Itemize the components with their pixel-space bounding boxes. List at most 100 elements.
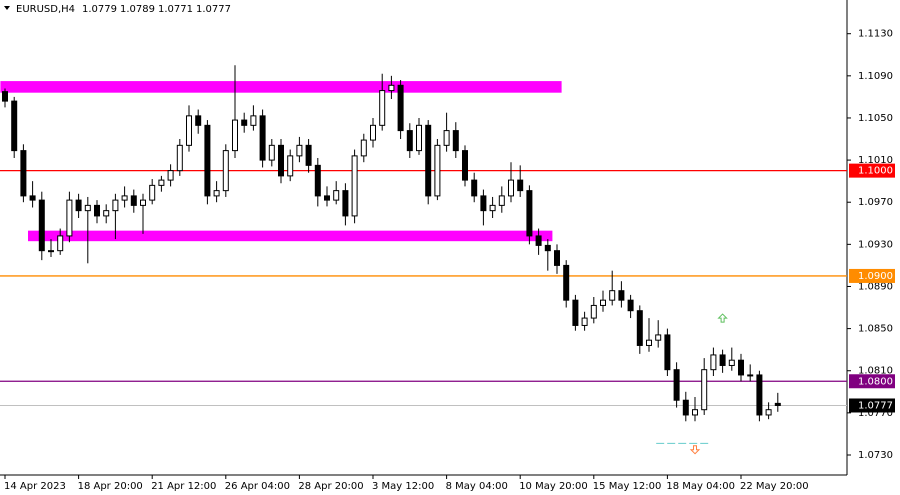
x-tick-label: 8 May 04:00	[446, 481, 508, 492]
y-tick-label: 1.1090	[858, 71, 893, 82]
candle-body	[517, 179, 524, 192]
candle-body	[29, 195, 36, 201]
x-tick-label: 15 May 12:00	[593, 481, 662, 492]
x-tick-label: 21 Apr 12:00	[151, 481, 216, 492]
level-label: 1.0900	[858, 271, 893, 282]
y-tick-label: 1.0850	[858, 324, 893, 335]
candle-body	[443, 130, 450, 146]
current-price-box	[849, 398, 895, 413]
candle-body	[259, 115, 266, 161]
y-tick-label: 1.0890	[858, 281, 893, 292]
y-tick-label: 1.0930	[858, 239, 893, 250]
ohlc-header: 1.0779 1.0789 1.0771 1.0777	[82, 4, 231, 15]
candle-body	[600, 299, 606, 306]
candle-body	[480, 195, 487, 212]
x-tick-label: 18 Apr 20:00	[78, 481, 143, 492]
y-tick-label: 1.0970	[858, 197, 893, 208]
candle-body	[232, 119, 238, 152]
candle-body	[747, 374, 754, 377]
candle-body	[103, 210, 110, 217]
y-tick-label: 1.0730	[858, 450, 893, 461]
candle-body	[342, 190, 349, 217]
candle-body	[701, 369, 708, 411]
x-tick-label: 22 May 20:00	[740, 481, 809, 492]
candle-body	[756, 374, 763, 416]
candle-body	[48, 250, 54, 253]
candle-body	[765, 409, 772, 416]
candle-body	[655, 334, 662, 341]
candle-body	[296, 144, 303, 157]
level-box	[849, 268, 895, 283]
candle-body	[572, 299, 579, 326]
x-tick-label: 18 May 04:00	[666, 481, 735, 492]
candle-body	[278, 144, 284, 177]
candle-body	[140, 199, 146, 206]
y-tick-label: 1.0770	[858, 408, 893, 419]
candle-body	[508, 179, 514, 197]
header-value: 1.0777	[196, 4, 231, 15]
candle-body	[581, 317, 588, 326]
candle-body	[618, 290, 625, 301]
chart-title: EURUSD,H4	[16, 4, 75, 15]
y-tick-label: 1.0810	[858, 366, 893, 377]
candle-body	[204, 124, 211, 197]
candle-body	[94, 204, 100, 217]
candle-body	[462, 150, 468, 181]
candle-body	[388, 84, 395, 92]
signal-arrow	[689, 445, 701, 455]
zone	[0, 81, 562, 93]
candle-body	[222, 150, 229, 192]
candle-body	[167, 170, 174, 181]
candle-body	[130, 195, 137, 206]
candle-body	[682, 399, 689, 416]
candle-body	[158, 179, 165, 186]
x-tick-label: 14 Apr 2023	[4, 481, 66, 492]
candle-body	[84, 204, 91, 212]
candle-body	[692, 409, 698, 416]
header-value: 1.0779	[82, 4, 117, 15]
candle-body	[11, 100, 18, 152]
candle-body	[526, 190, 533, 237]
candle-body	[20, 150, 27, 197]
candle-body	[728, 359, 735, 366]
candle-body	[554, 250, 560, 266]
candle-body	[434, 144, 441, 197]
candle-body	[121, 195, 128, 201]
candle-body	[149, 184, 156, 201]
candle-body	[370, 124, 376, 141]
candle-body	[314, 164, 321, 197]
current-price-label: 1.0777	[858, 400, 893, 411]
level-box	[849, 163, 895, 178]
x-tick-label: 26 Apr 04:00	[225, 481, 290, 492]
candle-body	[425, 124, 432, 197]
candle-body	[360, 139, 367, 157]
x-tick-label: 3 May 12:00	[372, 481, 434, 492]
candle-body	[75, 199, 82, 212]
candle-body	[544, 244, 551, 252]
candle-body	[416, 124, 422, 152]
candle-body	[195, 115, 202, 126]
candle-body	[406, 130, 413, 152]
level-box	[849, 374, 895, 389]
candle-body	[535, 235, 542, 246]
candle-body	[664, 334, 671, 371]
candle-body	[590, 304, 597, 319]
candle-body	[636, 310, 643, 346]
candle-body	[673, 369, 680, 401]
zone	[28, 230, 553, 242]
candle-body	[268, 144, 275, 161]
menu-triangle	[4, 6, 10, 10]
signal-arrow	[717, 313, 728, 323]
y-tick-label: 1.1130	[858, 29, 893, 40]
candle-body	[719, 354, 726, 366]
candle-body	[57, 235, 64, 252]
candle-body	[333, 190, 340, 201]
candle-body	[471, 179, 478, 197]
candle-body	[176, 144, 183, 172]
y-tick-label: 1.1010	[858, 155, 893, 166]
candle-body	[646, 339, 652, 346]
candle-body	[112, 199, 119, 212]
candle-body	[498, 195, 505, 206]
candle-body	[738, 359, 744, 376]
